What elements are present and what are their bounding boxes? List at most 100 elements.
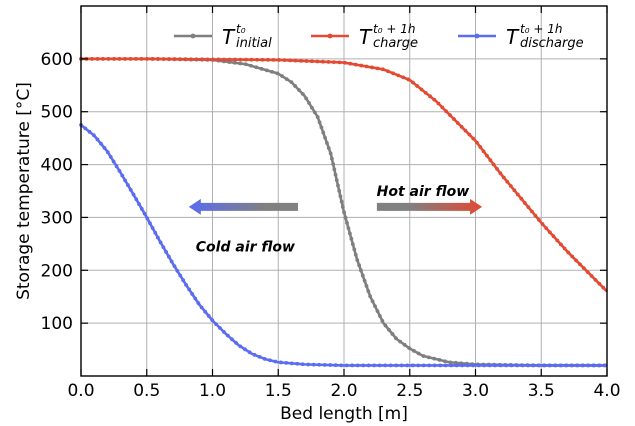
data-point [190, 292, 195, 296]
data-point [227, 57, 232, 62]
data-point [443, 363, 448, 368]
x-tick-label: 3.5 [528, 381, 555, 401]
data-point [297, 88, 301, 92]
data-point [322, 363, 327, 367]
data-point [375, 309, 380, 313]
data-point [391, 71, 395, 76]
data-point [214, 322, 218, 326]
data-point [340, 205, 345, 209]
data-point [562, 246, 567, 251]
data-point [416, 363, 421, 368]
data-point [172, 57, 177, 61]
data-point [454, 363, 459, 368]
data-point [275, 71, 280, 76]
data-point [306, 362, 311, 367]
series-initial [79, 56, 607, 368]
data-point [161, 245, 166, 250]
y-axis-label: Storage temperature [°C] [14, 82, 34, 300]
data-point [307, 101, 311, 105]
cold-air-flow-label: Cold air flow [196, 240, 295, 256]
data-point [332, 167, 337, 172]
data-point [268, 358, 272, 363]
data-point [402, 342, 407, 347]
data-point [467, 132, 472, 137]
data-point [455, 121, 460, 125]
data-point [117, 169, 122, 173]
data-point [333, 172, 338, 177]
data-point [345, 221, 349, 225]
data-point [222, 57, 226, 62]
data-point [555, 238, 560, 243]
data-point [471, 136, 476, 141]
legend-label-sub: charge [373, 36, 418, 51]
data-point [102, 146, 107, 150]
data-point [277, 58, 281, 62]
cold-air-arrow [188, 198, 298, 215]
data-point [282, 58, 287, 63]
data-point [597, 281, 602, 286]
data-point [399, 363, 404, 368]
data-point [206, 314, 211, 318]
data-point [432, 363, 437, 368]
legend-label-sub: initial [236, 36, 272, 51]
data-point [178, 57, 182, 62]
data-point [378, 314, 382, 318]
data-point [175, 268, 180, 273]
data-point [406, 77, 411, 82]
data-point [533, 213, 538, 218]
data-point [398, 339, 403, 344]
data-point [421, 363, 426, 368]
data-point [421, 354, 426, 358]
data-point [205, 57, 210, 62]
hot-air-arrow [376, 198, 483, 215]
data-point [120, 173, 125, 178]
data-point [416, 351, 421, 356]
data-point [105, 150, 110, 155]
data-point [90, 56, 94, 61]
data-point [328, 363, 333, 367]
data-point [364, 284, 369, 288]
data-point [134, 56, 138, 61]
data-point [284, 361, 289, 365]
data-point [361, 363, 366, 368]
data-point [415, 84, 420, 88]
data-point [91, 133, 96, 138]
data-point [559, 242, 563, 247]
y-tick-label: 300 [41, 208, 73, 228]
data-point [187, 287, 192, 292]
data-point [315, 59, 320, 64]
data-point [337, 188, 342, 193]
cold-air-arrow-shape [188, 198, 298, 215]
data-point [449, 363, 454, 368]
data-point [199, 305, 204, 310]
data-point [293, 84, 298, 88]
data-point [106, 56, 111, 61]
data-point [295, 361, 300, 366]
data-point [586, 363, 591, 368]
data-point [216, 57, 221, 62]
data-point [189, 57, 193, 62]
data-point [134, 197, 139, 202]
data-point [83, 126, 88, 131]
data-point [319, 125, 324, 130]
data-point [564, 363, 569, 368]
data-point [260, 57, 265, 62]
data-point [139, 206, 144, 211]
data-point [529, 209, 534, 214]
data-point [437, 358, 442, 362]
data-point [411, 80, 415, 85]
y-tick-label: 400 [41, 156, 73, 176]
data-point [289, 80, 294, 85]
data-point [145, 56, 149, 61]
data-point [589, 274, 594, 278]
data-point [350, 242, 355, 247]
data-point [548, 363, 553, 368]
data-point [123, 56, 127, 61]
legend-marker [190, 33, 196, 39]
data-point [465, 363, 470, 368]
data-point [249, 63, 253, 68]
data-point [293, 58, 298, 63]
data-point [230, 337, 234, 342]
data-point [574, 258, 578, 263]
